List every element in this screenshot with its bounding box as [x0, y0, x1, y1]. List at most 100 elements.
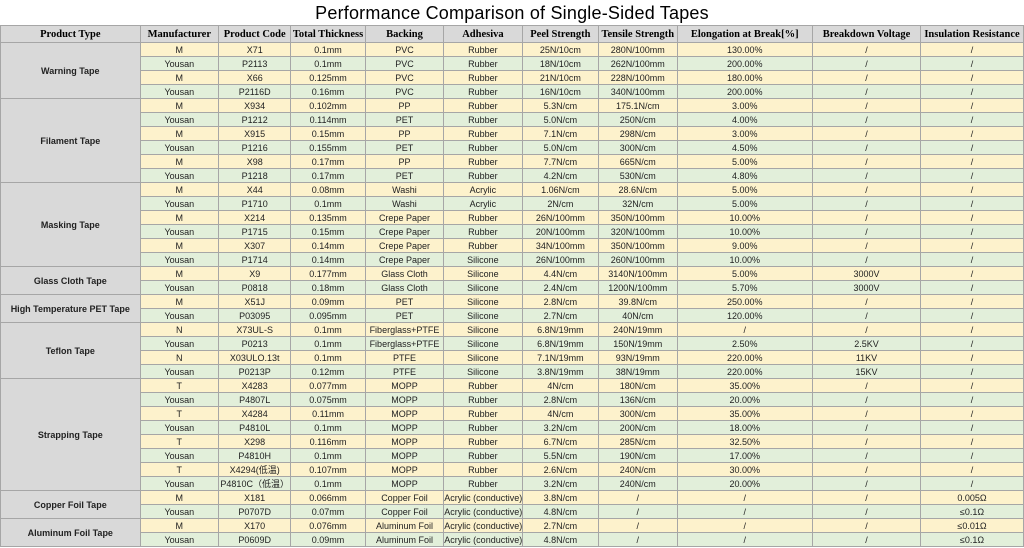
thickness-cell: 0.102mm — [290, 98, 366, 113]
product-code-cell: X44 — [218, 182, 292, 197]
elongation-cell: 35.00% — [676, 378, 814, 393]
thickness-cell: 0.09mm — [290, 532, 366, 547]
breakdown-voltage-cell: 3000V — [812, 266, 922, 281]
thickness-cell: 0.1mm — [290, 448, 366, 463]
manufacturer-cell: Yousan — [139, 224, 220, 239]
backing-cell: PET — [364, 140, 445, 155]
thickness-cell: 0.1mm — [290, 42, 366, 57]
breakdown-voltage-cell: / — [812, 322, 922, 337]
table-row: M X66 0.125mm PVC Rubber 21N/10cm 228N/100mm 18… — [1, 70, 1024, 85]
insulation-resistance-cell: / — [920, 266, 1024, 281]
elongation-cell: 10.00% — [676, 224, 814, 239]
breakdown-voltage-cell: / — [812, 378, 922, 393]
adhesive-cell: Rubber — [443, 84, 523, 99]
table-row: Filament Tape M X934 0.102mm PP Rubber 5.3N/cm… — [0, 98, 1024, 183]
product-code-cell: X4294(低温) — [218, 462, 292, 477]
backing-cell: PET — [364, 294, 445, 309]
insulation-resistance-cell: / — [920, 42, 1024, 57]
adhesive-cell: Rubber — [443, 378, 523, 393]
adhesive-cell: Rubber — [443, 168, 523, 183]
manufacturer-cell: Yousan — [139, 532, 220, 547]
thickness-cell: 0.135mm — [290, 210, 366, 225]
backing-cell: MOPP — [364, 448, 445, 463]
insulation-resistance-cell: / — [920, 98, 1024, 113]
product-code-cell: P1216 — [218, 140, 292, 155]
peel-strength-cell: 2.4N/cm — [521, 280, 600, 295]
table-row: Masking Tape M X44 0.08mm Washi Acrylic 1.06N/… — [0, 182, 1024, 267]
adhesive-cell: Rubber — [443, 140, 523, 155]
thickness-cell: 0.1mm — [290, 322, 366, 337]
product-code-cell: P0818 — [218, 280, 292, 295]
tensile-strength-cell: 300N/cm — [598, 140, 678, 155]
thickness-cell: 0.17mm — [290, 168, 366, 183]
backing-cell: Aluminum Foil — [364, 518, 445, 533]
thickness-cell: 0.11mm — [290, 406, 366, 421]
peel-strength-cell: 5.0N/cm — [521, 112, 600, 127]
backing-cell: Fiberglass+PTFE — [364, 322, 445, 337]
tensile-strength-cell: 260N/100mm — [598, 252, 678, 267]
backing-cell: MOPP — [364, 378, 445, 393]
peel-strength-cell: 2.8N/cm — [521, 392, 600, 407]
table-row: Strapping Tape T X4283 0.077mm MOPP Rubber 4N/… — [0, 378, 1024, 491]
table-row: High Temperature PET Tape M X51J 0.09mm PET S… — [0, 294, 1024, 323]
insulation-resistance-cell: / — [920, 238, 1024, 253]
breakdown-voltage-cell: / — [812, 154, 922, 169]
backing-cell: Washi — [364, 196, 445, 211]
tensile-strength-cell: 40N/cm — [598, 308, 678, 323]
backing-cell: Glass Cloth — [364, 266, 445, 281]
tensile-strength-cell: 200N/cm — [598, 420, 678, 435]
header-backing: Backing — [364, 25, 445, 43]
product-code-cell: X4283 — [218, 378, 292, 393]
peel-strength-cell: 2N/cm — [521, 196, 600, 211]
manufacturer-cell: M — [139, 98, 220, 113]
tensile-strength-cell: 280N/100mm — [598, 42, 678, 57]
peel-strength-cell: 1.06N/cm — [521, 182, 600, 197]
peel-strength-cell: 5.5N/cm — [521, 448, 600, 463]
adhesive-cell: Silicone — [443, 266, 523, 281]
adhesive-cell: Rubber — [443, 126, 523, 141]
tensile-strength-cell: 32N/cm — [598, 196, 678, 211]
product-code-cell: P03095 — [218, 308, 292, 323]
product-type-cell: Warning Tape — [0, 42, 141, 99]
peel-strength-cell: 16N/10cm — [521, 84, 600, 99]
insulation-resistance-cell: / — [920, 476, 1024, 491]
manufacturer-cell: M — [139, 490, 220, 505]
breakdown-voltage-cell: / — [812, 238, 922, 253]
breakdown-voltage-cell: / — [812, 476, 922, 491]
peel-strength-cell: 3.8N/cm — [521, 490, 600, 505]
thickness-cell: 0.14mm — [290, 252, 366, 267]
manufacturer-cell: M — [139, 238, 220, 253]
breakdown-voltage-cell: / — [812, 448, 922, 463]
elongation-cell: 18.00% — [676, 420, 814, 435]
breakdown-voltage-cell: / — [812, 294, 922, 309]
insulation-resistance-cell: / — [920, 224, 1024, 239]
product-code-cell: P0609D — [218, 532, 292, 547]
product-code-cell: X71 — [218, 42, 292, 57]
table-row: Yousan P0609D 0.09mm Aluminum Foil Acrylic (… — [1, 532, 1024, 547]
manufacturer-cell: T — [139, 462, 220, 477]
table-row: Yousan P1710 0.1mm Washi Acrylic 2N/cm 32N/cm 5… — [1, 196, 1024, 211]
adhesive-cell: Silicone — [443, 308, 523, 323]
table-row: Yousan P03095 0.095mm PET Silicone 2.7N/cm 40N… — [1, 308, 1024, 323]
elongation-cell: / — [676, 518, 814, 533]
table-row: Yousan P1218 0.17mm PET Rubber 4.2N/cm 530N/cm… — [1, 168, 1024, 183]
backing-cell: PVC — [364, 42, 445, 57]
breakdown-voltage-cell: / — [812, 252, 922, 267]
insulation-resistance-cell: ≤0.1Ω — [920, 532, 1024, 547]
tensile-strength-cell: 530N/cm — [598, 168, 678, 183]
elongation-cell: 220.00% — [676, 364, 814, 379]
manufacturer-cell: Yousan — [139, 280, 220, 295]
table-row: N X03ULO.13t 0.1mm PTFE Silicone 7.1N/19mm 93N… — [1, 350, 1024, 365]
peel-strength-cell: 2.7N/cm — [521, 308, 600, 323]
insulation-resistance-cell: / — [920, 308, 1024, 323]
backing-cell: PTFE — [364, 350, 445, 365]
insulation-resistance-cell: / — [920, 56, 1024, 71]
header-peel-strength: Peel Strength — [521, 25, 600, 43]
breakdown-voltage-cell: / — [812, 196, 922, 211]
manufacturer-cell: M — [139, 126, 220, 141]
backing-cell: Washi — [364, 182, 445, 197]
adhesive-cell: Rubber — [443, 42, 523, 57]
thickness-cell: 0.12mm — [290, 364, 366, 379]
adhesive-cell: Rubber — [443, 210, 523, 225]
thickness-cell: 0.1mm — [290, 196, 366, 211]
